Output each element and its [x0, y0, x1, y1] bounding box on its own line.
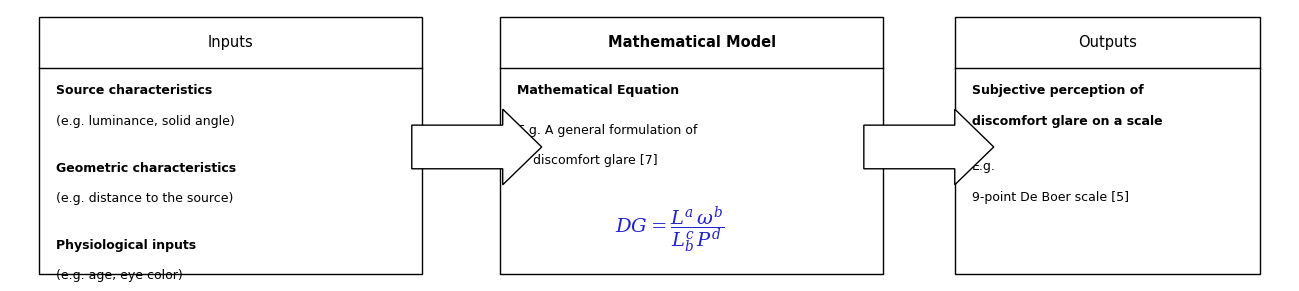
Polygon shape	[864, 109, 994, 185]
Text: discomfort glare [7]: discomfort glare [7]	[533, 154, 657, 167]
Text: Outputs: Outputs	[1078, 36, 1137, 50]
Text: Inputs: Inputs	[208, 36, 253, 50]
Text: E.g. A general formulation of: E.g. A general formulation of	[517, 124, 698, 137]
Text: Mathematical Equation: Mathematical Equation	[517, 84, 679, 97]
Text: Source characteristics: Source characteristics	[56, 84, 212, 97]
Polygon shape	[412, 109, 542, 185]
Text: $\mathit{DG} = \dfrac{L^a\,\omega^b}{L_b^c\,P^d}$: $\mathit{DG} = \dfrac{L^a\,\omega^b}{L_b…	[616, 205, 725, 256]
Bar	[39, 17, 422, 274]
Text: Physiological inputs: Physiological inputs	[56, 239, 196, 252]
Text: (e.g. distance to the source): (e.g. distance to the source)	[56, 192, 234, 205]
Text: (e.g. luminance, solid angle): (e.g. luminance, solid angle)	[56, 115, 235, 128]
Text: 9-point De Boer scale [5]: 9-point De Boer scale [5]	[972, 191, 1129, 204]
Text: Mathematical Model: Mathematical Model	[608, 36, 776, 50]
Text: (e.g. age, eye color): (e.g. age, eye color)	[56, 269, 183, 282]
Text: Subjective perception of: Subjective perception of	[972, 84, 1143, 97]
Bar	[955, 17, 1260, 274]
Bar	[500, 17, 883, 274]
Text: Geometric characteristics: Geometric characteristics	[56, 162, 236, 175]
Text: discomfort glare on a scale: discomfort glare on a scale	[972, 115, 1163, 128]
Text: E.g.: E.g.	[972, 160, 995, 173]
